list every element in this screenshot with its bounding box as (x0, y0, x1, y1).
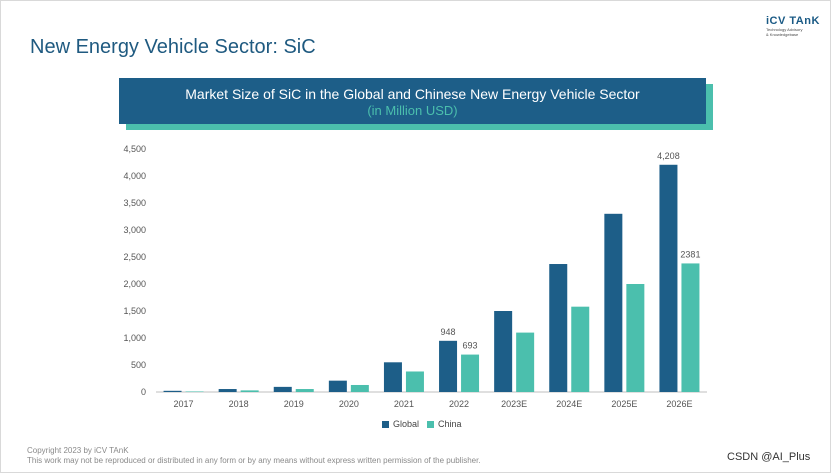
x-tick-label-2018: 2018 (229, 399, 249, 409)
y-tick-label-3000: 3,000 (123, 225, 146, 235)
brand-logo: iCV TAnK Technology Advisory & Knowledge… (766, 15, 826, 37)
y-tick-label-1500: 1,500 (123, 306, 146, 316)
x-tick-label-2025E: 2025E (611, 399, 637, 409)
bar-global-2025E (604, 213, 623, 392)
bar-china-2019 (295, 389, 314, 392)
bar-china-2021 (405, 371, 424, 392)
x-tick-label-2021: 2021 (394, 399, 414, 409)
bar-china-2024E (571, 306, 590, 392)
legend-label-china: China (438, 419, 462, 429)
data-label-china-2022: 693 (463, 341, 478, 351)
bar-global-2023E (494, 311, 513, 392)
logo-text: iCV TAnK (766, 15, 820, 27)
bar-global-2018 (218, 389, 237, 392)
bar-china-2017 (185, 391, 204, 392)
data-label-global-2022: 948 (441, 327, 456, 337)
chart-title-banner: Market Size of SiC in the Global and Chi… (119, 78, 706, 124)
y-tick-label-500: 500 (131, 360, 146, 370)
y-tick-label-2000: 2,000 (123, 279, 146, 289)
bar-china-2026E (681, 263, 700, 392)
bar-china-2018 (240, 390, 259, 392)
bar-china-2020 (350, 384, 369, 392)
logo-subtitle-1: Technology Advisory (766, 27, 803, 32)
chart-subtitle: (in Million USD) (367, 103, 458, 118)
chart-title: Market Size of SiC in the Global and Chi… (185, 86, 640, 102)
x-tick-label-2020: 2020 (339, 399, 359, 409)
y-tick-label-4000: 4,000 (123, 171, 146, 181)
bar-china-2025E (626, 284, 645, 392)
y-tick-label-0: 0 (141, 387, 146, 397)
copyright-notice: Copyright 2023 by iCV TAnK This work may… (27, 446, 481, 466)
copyright-line-1: Copyright 2023 by iCV TAnK (27, 446, 129, 455)
page-title: New Energy Vehicle Sector: SiC (30, 36, 316, 58)
x-tick-label-2026E: 2026E (666, 399, 692, 409)
legend-label-global: Global (393, 419, 420, 429)
legend-swatch-global (382, 420, 389, 428)
bar-china-2022 (461, 354, 480, 392)
bar-global-2021 (383, 362, 402, 392)
bar-global-2026E (659, 164, 678, 392)
legend-swatch-china (427, 420, 435, 428)
y-tick-label-2500: 2,500 (123, 252, 146, 262)
bar-global-2017 (163, 390, 182, 392)
x-tick-label-2024E: 2024E (556, 399, 582, 409)
bar-global-2022 (439, 340, 458, 392)
bar-china-2023E (516, 332, 535, 392)
y-tick-label-1000: 1,000 (123, 333, 146, 343)
bar-global-2019 (273, 386, 292, 392)
chart-legend: Global China (382, 419, 462, 429)
logo-subtitle-2: & Knowledgebase (766, 32, 799, 37)
x-tick-label-2022: 2022 (449, 399, 469, 409)
data-label-global-2026E: 4,208 (657, 151, 680, 161)
y-tick-label-3500: 3,500 (123, 198, 146, 208)
bar-global-2020 (328, 380, 347, 392)
x-tick-label-2019: 2019 (284, 399, 304, 409)
x-tick-label-2017: 2017 (174, 399, 194, 409)
copyright-line-2: This work may not be reproduced or distr… (27, 456, 481, 465)
bar-global-2024E (549, 264, 568, 392)
data-label-china-2026E: 2381 (680, 249, 700, 259)
y-tick-label-4500: 4,500 (123, 144, 146, 154)
watermark: CSDN @AI_Plus (727, 451, 811, 463)
x-tick-label-2023E: 2023E (501, 399, 527, 409)
